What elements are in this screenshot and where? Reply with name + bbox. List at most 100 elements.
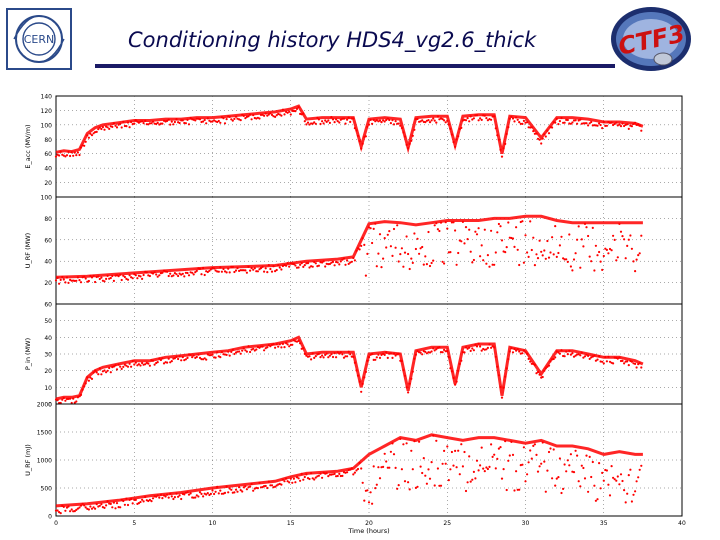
data-point bbox=[629, 468, 632, 471]
data-point bbox=[225, 271, 228, 274]
data-point bbox=[627, 474, 630, 477]
data-point bbox=[336, 351, 339, 354]
data-point bbox=[621, 359, 624, 362]
data-point bbox=[341, 258, 344, 261]
data-point bbox=[640, 464, 643, 467]
data-point bbox=[131, 359, 134, 363]
data-point bbox=[634, 362, 637, 365]
data-point bbox=[209, 492, 212, 495]
data-point bbox=[464, 346, 468, 349]
data-point bbox=[278, 343, 281, 346]
data-point bbox=[139, 364, 142, 367]
data-point bbox=[288, 265, 291, 268]
data-point bbox=[369, 118, 372, 121]
data-point bbox=[130, 276, 133, 279]
data-point bbox=[486, 346, 489, 349]
data-point bbox=[582, 356, 585, 359]
data-point bbox=[108, 366, 111, 370]
data-point bbox=[319, 356, 322, 359]
data-point bbox=[598, 250, 601, 254]
data-point bbox=[195, 355, 198, 359]
data-point bbox=[388, 352, 391, 355]
data-point bbox=[377, 252, 380, 255]
data-point bbox=[330, 353, 333, 356]
y-tick-label: 500 bbox=[41, 486, 53, 493]
data-point bbox=[419, 351, 422, 354]
data-point bbox=[433, 349, 436, 352]
data-point bbox=[167, 118, 170, 121]
data-point bbox=[515, 226, 518, 229]
data-point bbox=[341, 117, 344, 120]
data-point bbox=[626, 492, 629, 495]
data-point bbox=[529, 126, 532, 129]
data-point bbox=[516, 248, 519, 251]
data-point bbox=[543, 369, 546, 372]
data-point bbox=[529, 360, 532, 363]
data-point bbox=[189, 353, 192, 356]
data-point bbox=[241, 269, 244, 272]
data-point bbox=[209, 268, 212, 271]
data-point bbox=[186, 491, 189, 494]
data-point bbox=[604, 356, 607, 359]
data-point bbox=[327, 475, 330, 478]
data-point bbox=[555, 255, 558, 258]
data-point bbox=[122, 499, 125, 503]
data-point bbox=[615, 259, 618, 262]
data-point bbox=[474, 477, 477, 480]
data-point bbox=[458, 362, 461, 366]
data-point bbox=[480, 349, 483, 352]
data-point bbox=[295, 476, 299, 479]
data-point bbox=[449, 127, 452, 130]
data-point bbox=[427, 230, 430, 234]
data-point bbox=[87, 508, 90, 511]
data-point bbox=[95, 130, 98, 133]
data-point bbox=[380, 121, 383, 124]
data-point bbox=[322, 356, 325, 359]
data-point bbox=[616, 357, 619, 360]
data-point bbox=[601, 471, 604, 474]
data-point bbox=[178, 494, 181, 497]
data-point bbox=[139, 275, 142, 278]
data-point bbox=[471, 478, 474, 481]
ctf3-logo: CTF3 bbox=[608, 4, 694, 74]
data-point bbox=[371, 502, 374, 505]
data-point bbox=[450, 133, 453, 136]
data-point bbox=[640, 234, 643, 237]
data-point bbox=[504, 251, 507, 254]
data-point bbox=[475, 459, 479, 462]
data-point bbox=[266, 486, 269, 490]
data-point bbox=[543, 460, 546, 463]
data-point bbox=[159, 358, 162, 362]
data-point bbox=[299, 479, 302, 482]
data-point bbox=[596, 124, 599, 127]
data-point bbox=[339, 260, 342, 263]
data-point bbox=[552, 357, 555, 361]
data-point bbox=[181, 272, 184, 275]
data-point bbox=[551, 236, 554, 239]
data-point bbox=[281, 342, 284, 345]
data-point bbox=[151, 272, 155, 275]
chart-panel-4: 0 500 1000 1500 2000 U_RF (mJ) 0 5 10 15 20 25 30 35 4… bbox=[24, 402, 686, 536]
data-point bbox=[286, 343, 289, 346]
data-point bbox=[361, 237, 364, 240]
data-point bbox=[56, 276, 59, 279]
data-point bbox=[109, 502, 112, 505]
data-point bbox=[466, 347, 469, 350]
data-point bbox=[466, 238, 469, 241]
data-point bbox=[267, 113, 270, 116]
data-point bbox=[361, 481, 364, 484]
data-point bbox=[582, 466, 585, 470]
data-point bbox=[313, 478, 316, 481]
data-point bbox=[353, 259, 356, 262]
data-point bbox=[206, 117, 209, 120]
data-point bbox=[413, 440, 416, 443]
data-series-line bbox=[55, 104, 644, 155]
data-point bbox=[455, 380, 458, 383]
data-point bbox=[249, 113, 252, 116]
data-point bbox=[338, 472, 341, 475]
data-point bbox=[151, 120, 155, 123]
data-point bbox=[272, 343, 275, 346]
data-point bbox=[175, 118, 178, 121]
data-point bbox=[183, 493, 186, 496]
data-point bbox=[360, 467, 363, 470]
